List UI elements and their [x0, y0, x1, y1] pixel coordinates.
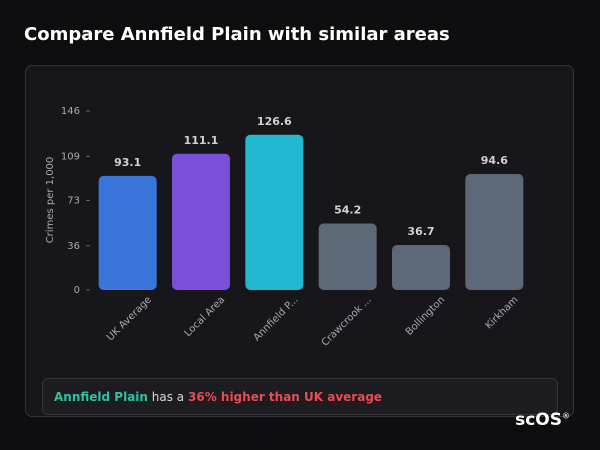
bar — [245, 134, 304, 290]
value-label: 54.2 — [334, 204, 361, 217]
note-text: has a — [151, 390, 185, 404]
bar — [392, 245, 450, 290]
y-tick-label: 73 — [67, 196, 80, 207]
y-tick-label: 36 — [67, 241, 80, 252]
bar — [318, 223, 377, 290]
x-tick-label: Annfield P... — [252, 294, 301, 343]
value-label: 126.6 — [257, 115, 292, 128]
x-tick-label: Crawcrook ... — [320, 294, 374, 348]
x-tick-label: Local Area — [183, 294, 228, 339]
y-tick-label: 109 — [61, 151, 80, 162]
value-label: 111.1 — [184, 134, 219, 147]
chart-title: Compare Annfield Plain with similar area… — [24, 24, 450, 45]
logo-mark: ® — [562, 411, 570, 421]
value-label: 36.7 — [407, 225, 434, 238]
bar — [98, 175, 157, 290]
value-label: 93.1 — [114, 156, 141, 169]
y-tick-label: 146 — [61, 106, 80, 117]
bar — [465, 174, 524, 290]
logo-text: scOS — [515, 410, 562, 430]
x-tick-label: Kirkham — [483, 294, 520, 331]
comparison-highlight: 36% higher than UK average — [188, 390, 383, 404]
summary-note: Annfield Plain has a 36% higher than UK … — [42, 378, 558, 415]
value-label: 94.6 — [481, 154, 508, 167]
bar — [172, 153, 230, 290]
logo: scOS® — [515, 410, 570, 430]
x-tick-label: Bollington — [404, 294, 447, 337]
y-tick-label: 0 — [74, 285, 80, 296]
y-axis-label: Crimes per 1,000 — [45, 157, 56, 244]
area-name: Annfield Plain — [54, 390, 148, 404]
x-tick-label: UK Average — [105, 294, 154, 343]
